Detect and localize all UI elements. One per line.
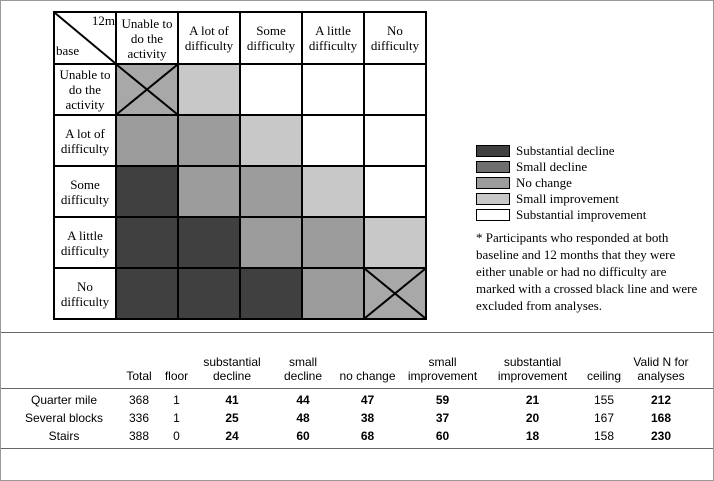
column-header: No difficulty (363, 11, 427, 65)
cross (55, 13, 115, 63)
matrix-cell (301, 114, 365, 167)
table-cell: 1 (173, 393, 180, 407)
column-header: A lot of difficulty (177, 11, 241, 65)
table-cell: 167 (593, 411, 615, 425)
table-rule (1, 448, 713, 449)
matrix-cell (115, 267, 179, 320)
table-rule (1, 332, 713, 333)
table-header: Total (126, 369, 152, 383)
legend-swatch (476, 193, 510, 205)
cross (365, 269, 425, 318)
legend-note: * Participants who responded at both bas… (476, 230, 698, 313)
row-label: Several blocks (24, 411, 104, 425)
table-header: floor (164, 369, 189, 383)
table-header: substantial decline (203, 355, 261, 383)
matrix-cell (115, 114, 179, 167)
matrix-cell (177, 114, 241, 167)
table-cell: 38 (360, 411, 375, 425)
row-label: Stairs (48, 429, 80, 443)
row-header: No difficulty (53, 267, 117, 320)
table-header: substantial improvement (497, 355, 568, 383)
table-cell: 155 (593, 393, 615, 407)
row-label: Quarter mile (30, 393, 98, 407)
matrix-cell (177, 267, 241, 320)
matrix-cell (239, 216, 303, 269)
matrix-cell (363, 216, 427, 269)
row-header: Some difficulty (53, 165, 117, 218)
legend-swatch (476, 209, 510, 221)
matrix-cell (363, 114, 427, 167)
table-header: small decline (283, 355, 323, 383)
legend-swatch (476, 145, 510, 157)
table-cell: 20 (525, 411, 540, 425)
table-header: ceiling (586, 369, 622, 383)
table-cell: 60 (296, 429, 310, 443)
table-cell: 37 (435, 411, 450, 425)
legend-label: No change (516, 175, 572, 190)
table-cell: 336 (128, 411, 150, 425)
table-cell: 388 (128, 429, 150, 443)
column-header: Some difficulty (239, 11, 303, 65)
matrix-cell (177, 165, 241, 218)
matrix-cell (363, 63, 427, 116)
matrix-cell (115, 165, 179, 218)
matrix-cell (363, 267, 427, 320)
table-cell: 48 (296, 411, 310, 425)
table-cell: 24 (225, 429, 239, 443)
legend-swatch (476, 177, 510, 189)
table-cell: 68 (360, 429, 375, 443)
legend-label: Small improvement (516, 191, 619, 206)
matrix-cell (301, 216, 365, 269)
table-cell: 25 (225, 411, 239, 425)
column-header: Unable to do the activity (115, 11, 179, 65)
table-cell: 44 (296, 393, 310, 407)
row-header: Unable to do the activity (53, 63, 117, 116)
table-cell: 212 (650, 393, 672, 407)
legend-label: Substantial decline (516, 143, 615, 158)
table-header: Valid N for analyses (633, 355, 689, 383)
table-cell: 18 (525, 429, 540, 443)
matrix-cell (301, 165, 365, 218)
legend-swatch (476, 161, 510, 173)
table-cell: 21 (525, 393, 540, 407)
table-cell: 60 (435, 429, 450, 443)
row-header: A lot of difficulty (53, 114, 117, 167)
matrix-cell (301, 267, 365, 320)
table-cell: 158 (593, 429, 615, 443)
table-cell: 368 (128, 393, 150, 407)
matrix-cell (239, 165, 303, 218)
table-cell: 0 (173, 429, 180, 443)
matrix-cell (363, 165, 427, 218)
cross (117, 65, 177, 114)
table-rule (1, 388, 713, 389)
table-header: no change (339, 369, 396, 383)
corner-bottom: base (56, 43, 80, 58)
corner-cell: 12m base (53, 11, 117, 65)
column-header: A little difficulty (301, 11, 365, 65)
matrix-cell (177, 63, 241, 116)
matrix-cell (239, 114, 303, 167)
table-cell: 1 (173, 411, 180, 425)
matrix-cell (115, 216, 179, 269)
table-cell: 168 (650, 411, 672, 425)
legend-label: Small decline (516, 159, 588, 174)
matrix-cell (177, 216, 241, 269)
matrix-cell (115, 63, 179, 116)
table-cell: 59 (435, 393, 450, 407)
matrix-cell (239, 267, 303, 320)
table-cell: 47 (360, 393, 375, 407)
table-header: small improvement (407, 355, 478, 383)
matrix-cell (239, 63, 303, 116)
row-header: A little difficulty (53, 216, 117, 269)
legend-label: Substantial improvement (516, 207, 647, 222)
corner-top: 12m (91, 13, 115, 28)
table-cell: 230 (650, 429, 672, 443)
matrix-cell (301, 63, 365, 116)
table-cell: 41 (225, 393, 239, 407)
